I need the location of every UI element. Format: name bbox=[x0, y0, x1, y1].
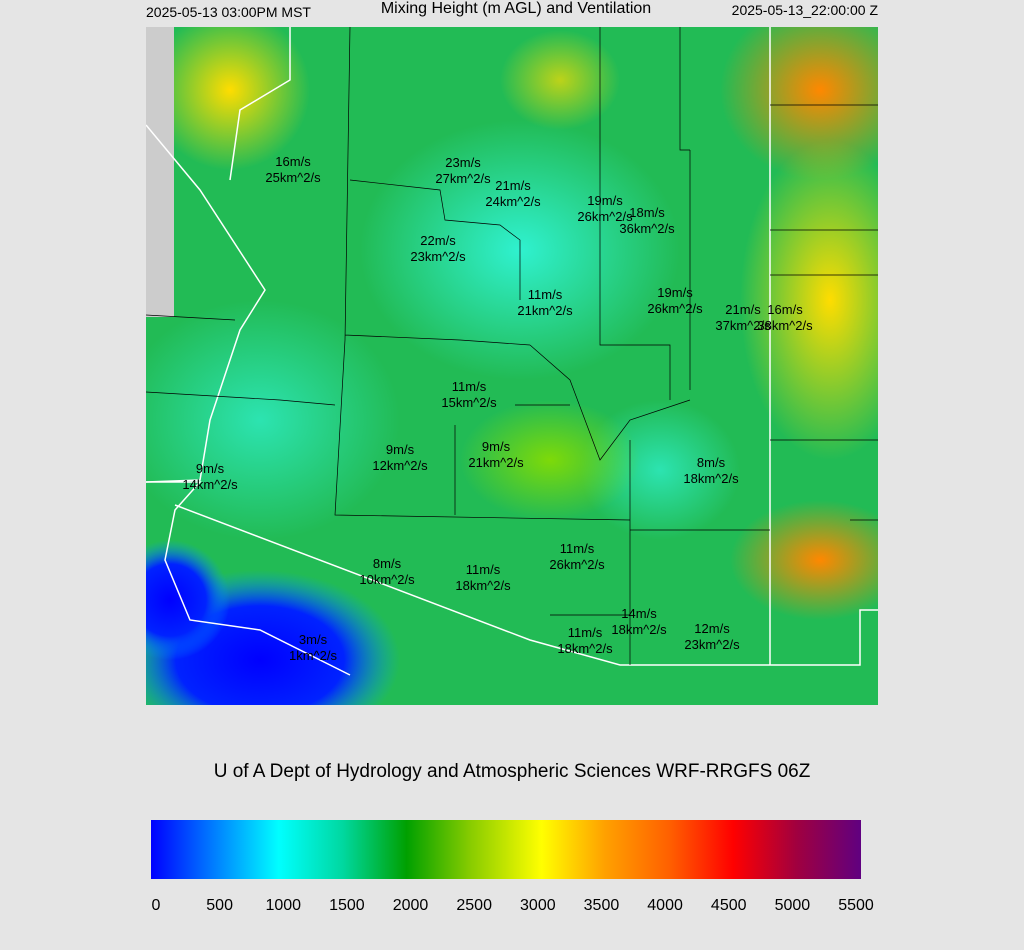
colorbar bbox=[151, 820, 861, 879]
wind-speed: 9m/s bbox=[482, 439, 511, 454]
map-title: Mixing Height (m AGL) and Ventilation bbox=[381, 0, 651, 17]
ventilation: 18km^2/s bbox=[557, 641, 613, 656]
colorbar-tick-label: 2500 bbox=[456, 897, 492, 914]
colorbar-tick-label: 1500 bbox=[329, 897, 365, 914]
colorbar-tick-label: 5000 bbox=[775, 897, 811, 914]
wind-speed: 21m/s bbox=[495, 178, 531, 193]
wind-speed: 8m/s bbox=[697, 455, 726, 470]
wind-speed: 11m/s bbox=[568, 625, 603, 640]
colorbar-tick-label: 500 bbox=[206, 897, 233, 914]
ventilation: 36km^2/s bbox=[619, 221, 675, 236]
colorbar-tick-label: 5500 bbox=[838, 897, 874, 914]
wind-speed: 11m/s bbox=[528, 287, 563, 302]
colorbar-tick-label: 2000 bbox=[393, 897, 429, 914]
credit: U of A Dept of Hydrology and Atmospheric… bbox=[214, 761, 811, 782]
colorbar-tick-label: 3500 bbox=[584, 897, 620, 914]
ventilation: 21km^2/s bbox=[468, 455, 524, 470]
colorbar-tick-label: 4000 bbox=[647, 897, 683, 914]
wind-speed: 16m/s bbox=[767, 302, 803, 317]
ventilation: 12km^2/s bbox=[372, 458, 428, 473]
wind-speed: 8m/s bbox=[373, 556, 402, 571]
wind-speed: 19m/s bbox=[587, 193, 623, 208]
wind-speed: 23m/s bbox=[445, 155, 481, 170]
ventilation: 26km^2/s bbox=[647, 301, 703, 316]
ventilation: 18km^2/s bbox=[455, 578, 511, 593]
ventilation: 26km^2/s bbox=[577, 209, 633, 224]
valid-local-time: 2025-05-13 03:00PM MST bbox=[146, 4, 311, 20]
wind-speed: 21m/s bbox=[725, 302, 761, 317]
wind-speed: 9m/s bbox=[386, 442, 415, 457]
ventilation: 23km^2/s bbox=[684, 637, 740, 652]
ventilation: 10km^2/s bbox=[359, 572, 415, 587]
ventilation: 37km^2/s bbox=[715, 318, 771, 333]
ventilation: 23km^2/s bbox=[410, 249, 466, 264]
ventilation: 14km^2/s bbox=[182, 477, 238, 492]
wind-speed: 18m/s bbox=[629, 205, 665, 220]
wind-speed: 11m/s bbox=[466, 562, 501, 577]
wind-speed: 3m/s bbox=[299, 632, 328, 647]
wind-speed: 16m/s bbox=[275, 154, 311, 169]
ventilation: 26km^2/s bbox=[549, 557, 605, 572]
ventilation: 24km^2/s bbox=[485, 194, 541, 209]
ventilation: 18km^2/s bbox=[683, 471, 739, 486]
wind-speed: 14m/s bbox=[621, 606, 657, 621]
colorbar-tick-label: 3000 bbox=[520, 897, 556, 914]
ventilation: 21km^2/s bbox=[517, 303, 573, 318]
wind-speed: 9m/s bbox=[196, 461, 225, 476]
ventilation: 25km^2/s bbox=[265, 170, 321, 185]
wind-speed: 11m/s bbox=[452, 379, 487, 394]
valid-utc-time: 2025-05-13_22:00:00 Z bbox=[732, 2, 879, 18]
wind-speed: 11m/s bbox=[560, 541, 595, 556]
ventilation: 1km^2/s bbox=[289, 648, 338, 663]
colorbar-tick-label: 1000 bbox=[265, 897, 301, 914]
ventilation: 38km^2/s bbox=[757, 318, 813, 333]
ventilation: 18km^2/s bbox=[611, 622, 667, 637]
colorbar-tick-label: 4500 bbox=[711, 897, 747, 914]
colorbar-tick-label: 0 bbox=[152, 897, 161, 914]
map bbox=[146, 27, 878, 705]
ventilation: 15km^2/s bbox=[441, 395, 497, 410]
ventilation: 27km^2/s bbox=[435, 171, 491, 186]
wind-speed: 19m/s bbox=[657, 285, 693, 300]
wind-speed: 12m/s bbox=[694, 621, 730, 636]
wind-speed: 22m/s bbox=[420, 233, 456, 248]
